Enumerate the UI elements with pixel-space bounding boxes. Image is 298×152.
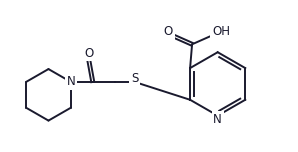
Text: O: O bbox=[84, 47, 94, 60]
Text: OH: OH bbox=[212, 25, 230, 38]
Text: N: N bbox=[66, 75, 75, 88]
Text: N: N bbox=[213, 113, 222, 126]
Text: S: S bbox=[131, 73, 138, 85]
Text: O: O bbox=[164, 25, 173, 38]
